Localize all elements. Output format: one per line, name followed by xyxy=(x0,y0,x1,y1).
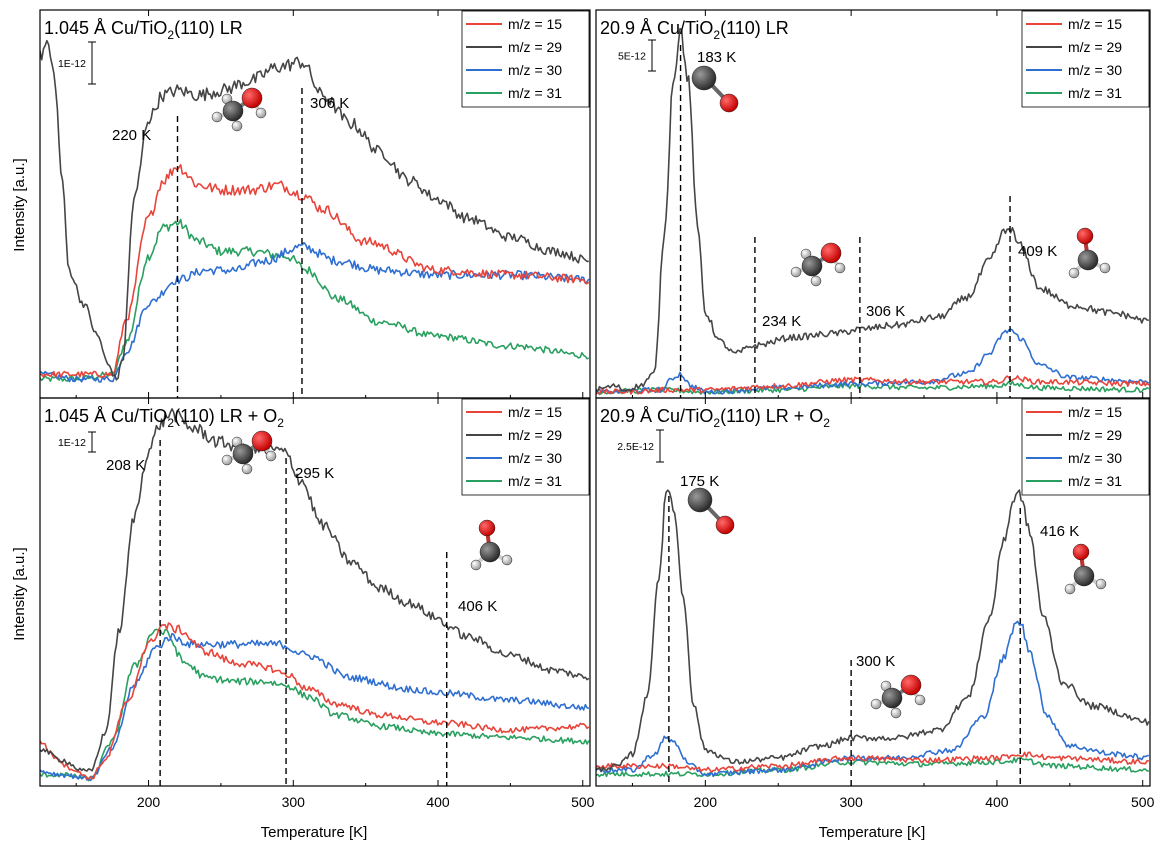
legend-entry: m/z = 29 xyxy=(508,39,562,55)
series-line-mz29 xyxy=(596,27,1149,392)
y-axis-label: Intensity [a.u.] xyxy=(11,158,28,251)
series-group xyxy=(40,39,590,383)
scale-bar: 5E-12 xyxy=(618,39,656,72)
legend-entry: m/z = 15 xyxy=(1068,404,1122,420)
x-axis-label: Temperature [K] xyxy=(261,824,368,841)
plot-frame xyxy=(595,397,1151,787)
molecule-CO-icon xyxy=(691,65,739,113)
series-line-mz29 xyxy=(40,39,589,381)
series-line-mz31 xyxy=(40,628,590,782)
series-line-mz31 xyxy=(596,757,1149,778)
molecule-methanol-icon xyxy=(211,87,267,132)
x-axis-label: Temperature [K] xyxy=(819,824,926,841)
x-tick-label: 500 xyxy=(571,794,595,810)
peak-label: 234 K xyxy=(762,313,801,330)
legend-entry: m/z = 15 xyxy=(1068,16,1122,32)
peak-label: 220 K xyxy=(112,127,151,144)
peak-label: 409 K xyxy=(1018,243,1057,260)
x-tick-label: 300 xyxy=(282,794,306,810)
series-line-mz30 xyxy=(40,632,590,782)
panel-2: 183 K 234 K 306 K 409 K 20.9 Å Cu/TiO2(110) … xyxy=(595,9,1151,399)
y-axis-label: Intensity [a.u.] xyxy=(11,547,28,640)
x-tick-label: 400 xyxy=(985,794,1009,810)
series-line-mz15 xyxy=(596,751,1149,773)
panel-title: 20.9 Å Cu/TiO2(110) LR xyxy=(600,18,789,42)
series-group xyxy=(40,408,590,782)
molecule-methanol-icon xyxy=(221,430,277,475)
legend: m/z = 15 m/z = 29 m/z = 30 m/z = 31 xyxy=(461,10,590,108)
scale-bar-label: 2.5E-12 xyxy=(617,441,654,453)
legend-entry: m/z = 15 xyxy=(508,404,562,420)
legend-entry: m/z = 31 xyxy=(1068,473,1122,489)
x-tick-label: 200 xyxy=(694,794,718,810)
molecule-CO-icon xyxy=(687,487,735,535)
series-group xyxy=(596,27,1150,396)
series-line-mz31 xyxy=(596,380,1150,396)
scale-bar-label: 1E-12 xyxy=(58,58,86,70)
scale-bar-label: 1E-12 xyxy=(58,437,86,449)
legend: m/z = 15 m/z = 29 m/z = 30 m/z = 31 xyxy=(1021,398,1150,496)
panel-3: 208 K 295 K 406 K 200 300 400 500 1.045 Å Cu/Ti… xyxy=(39,397,595,810)
series-line-mz31 xyxy=(40,218,590,383)
peak-label: 295 K xyxy=(295,465,334,482)
peak-label: 175 K xyxy=(680,473,719,490)
molecule-methanol-icon xyxy=(870,674,926,719)
molecule-formaldehyde-icon xyxy=(1068,227,1111,279)
peak-label: 208 K xyxy=(106,457,145,474)
peak-label: 183 K xyxy=(697,49,736,66)
molecule-formaldehyde-icon xyxy=(470,519,513,571)
x-tick-label: 300 xyxy=(839,794,863,810)
x-tick-label: 200 xyxy=(137,794,161,810)
panel-title: 1.045 Å Cu/TiO2(110) LR + O2 xyxy=(44,406,284,430)
legend-entry: m/z = 15 xyxy=(508,16,562,32)
scale-bar: 1E-12 xyxy=(58,431,96,453)
peak-label: 416 K xyxy=(1040,523,1079,540)
legend: m/z = 15 m/z = 29 m/z = 30 m/z = 31 xyxy=(461,398,590,496)
legend-entry: m/z = 31 xyxy=(508,85,562,101)
legend-entry: m/z = 31 xyxy=(508,473,562,489)
legend-entry: m/z = 29 xyxy=(1068,427,1122,443)
scale-bar: 2.5E-12 xyxy=(617,429,664,463)
scale-bar: 1E-12 xyxy=(58,41,96,85)
series-line-mz30 xyxy=(596,328,1150,395)
series-line-mz30 xyxy=(596,620,1149,778)
molecule-formaldehyde-icon xyxy=(1064,543,1107,595)
series-line-mz15 xyxy=(40,622,590,780)
peak-label: 306 K xyxy=(866,303,905,320)
legend-entry: m/z = 29 xyxy=(1068,39,1122,55)
panel-4: 175 K 300 K 416 K 200 300 400 500 20.9 Å Cu/TiO… xyxy=(595,397,1155,810)
panel-1: 220 K 306 K 1.045 Å Cu/TiO2(110) LR 1E-12 m/… xyxy=(39,9,591,399)
series-group xyxy=(596,489,1150,778)
panel-title: 20.9 Å Cu/TiO2(110) LR + O2 xyxy=(600,406,830,430)
legend-entry: m/z = 29 xyxy=(508,427,562,443)
legend-entry: m/z = 30 xyxy=(1068,450,1122,466)
peak-label: 406 K xyxy=(458,598,497,615)
legend-entry: m/z = 30 xyxy=(508,450,562,466)
series-line-mz15 xyxy=(596,375,1150,395)
scale-bar-label: 5E-12 xyxy=(618,51,646,63)
series-line-mz29 xyxy=(596,489,1150,773)
molecule-methanol-icon xyxy=(790,242,846,287)
peak-label: 306 K xyxy=(310,95,349,112)
x-tick-label: 500 xyxy=(1131,794,1155,810)
series-line-mz29 xyxy=(40,408,590,772)
legend: m/z = 15 m/z = 29 m/z = 30 m/z = 31 xyxy=(1021,10,1150,108)
plot-frame xyxy=(39,397,591,787)
legend-entry: m/z = 30 xyxy=(508,62,562,78)
legend-entry: m/z = 31 xyxy=(1068,85,1122,101)
peak-label: 300 K xyxy=(856,653,895,670)
panel-title: 1.045 Å Cu/TiO2(110) LR xyxy=(44,18,243,42)
legend-entry: m/z = 30 xyxy=(1068,62,1122,78)
x-tick-label: 400 xyxy=(426,794,450,810)
series-line-mz15 xyxy=(40,164,590,378)
